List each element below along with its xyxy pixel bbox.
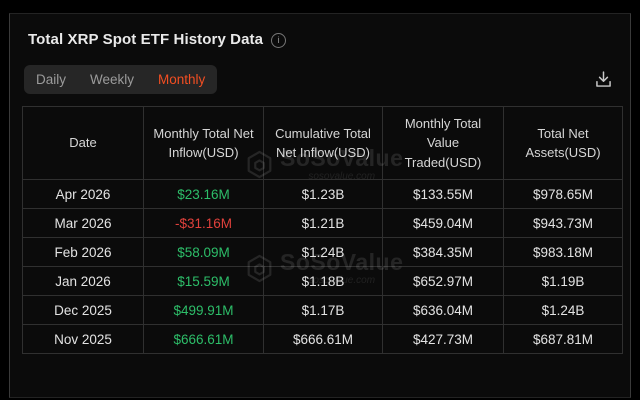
cell-monthly-net-inflow: $15.59M <box>143 266 264 296</box>
card-header: Total XRP Spot ETF History Data i <box>28 31 612 49</box>
col-header-value-traded: Monthly Total Value Traded(USD) <box>382 106 504 180</box>
download-icon <box>595 71 611 87</box>
history-table-wrap: Date Monthly Total Net Inflow(USD) Cumul… <box>22 106 630 354</box>
cell-date: Mar 2026 <box>22 208 144 238</box>
cell-monthly-net-inflow: $666.61M <box>143 324 264 354</box>
cell-net-assets: $978.65M <box>503 179 623 209</box>
col-header-cumulative-net-inflow: Cumulative Total Net Inflow(USD) <box>263 106 383 180</box>
cell-net-assets: $1.24B <box>503 295 623 325</box>
cell-monthly-net-inflow: $499.91M <box>143 295 264 325</box>
period-tabs: Daily Weekly Monthly <box>24 65 218 94</box>
cell-net-assets: $983.18M <box>503 237 623 267</box>
cell-cumulative-net-inflow: $666.61M <box>263 324 383 354</box>
table-row: Dec 2025 $499.91M $1.17B $636.04M $1.24B <box>22 295 623 325</box>
cell-value-traded: $636.04M <box>382 295 504 325</box>
cell-date: Dec 2025 <box>22 295 144 325</box>
table-row: Feb 2026 $58.09M $1.24B $384.35M $983.18… <box>22 237 623 267</box>
cell-value-traded: $459.04M <box>382 208 504 238</box>
tab-daily[interactable]: Daily <box>36 72 67 87</box>
etf-history-card: Total XRP Spot ETF History Data i Daily … <box>9 13 631 398</box>
table-header-row: Date Monthly Total Net Inflow(USD) Cumul… <box>22 106 623 180</box>
history-table: Date Monthly Total Net Inflow(USD) Cumul… <box>22 106 623 354</box>
tab-weekly[interactable]: Weekly <box>90 72 135 87</box>
cell-net-assets: $943.73M <box>503 208 623 238</box>
table-row: Apr 2026 $23.16M $1.23B $133.55M $978.65… <box>22 179 623 209</box>
download-button[interactable] <box>590 67 616 93</box>
cell-value-traded: $652.97M <box>382 266 504 296</box>
col-header-monthly-net-inflow: Monthly Total Net Inflow(USD) <box>143 106 264 180</box>
cell-value-traded: $133.55M <box>382 179 504 209</box>
cell-date: Apr 2026 <box>22 179 144 209</box>
info-icon[interactable]: i <box>271 33 287 48</box>
cell-value-traded: $427.73M <box>382 324 504 354</box>
cell-value-traded: $384.35M <box>382 237 504 267</box>
tab-monthly[interactable]: Monthly <box>158 72 206 87</box>
cell-cumulative-net-inflow: $1.17B <box>263 295 383 325</box>
col-header-date: Date <box>22 106 144 180</box>
table-row: Mar 2026 -$31.16M $1.21B $459.04M $943.7… <box>22 208 623 238</box>
toolbar: Daily Weekly Monthly <box>24 65 618 94</box>
cell-date: Nov 2025 <box>22 324 144 354</box>
cell-cumulative-net-inflow: $1.23B <box>263 179 383 209</box>
table-row: Nov 2025 $666.61M $666.61M $427.73M $687… <box>22 324 623 354</box>
cell-date: Jan 2026 <box>22 266 144 296</box>
col-header-net-assets: Total Net Assets(USD) <box>503 106 623 180</box>
page-title: Total XRP Spot ETF History Data <box>28 31 264 48</box>
cell-cumulative-net-inflow: $1.21B <box>263 208 383 238</box>
table-row: Jan 2026 $15.59M $1.18B $652.97M $1.19B <box>22 266 623 296</box>
cell-monthly-net-inflow: -$31.16M <box>143 208 264 238</box>
cell-monthly-net-inflow: $23.16M <box>143 179 264 209</box>
cell-net-assets: $687.81M <box>503 324 623 354</box>
cell-monthly-net-inflow: $58.09M <box>143 237 264 267</box>
cell-cumulative-net-inflow: $1.24B <box>263 237 383 267</box>
cell-net-assets: $1.19B <box>503 266 623 296</box>
cell-cumulative-net-inflow: $1.18B <box>263 266 383 296</box>
cell-date: Feb 2026 <box>22 237 144 267</box>
